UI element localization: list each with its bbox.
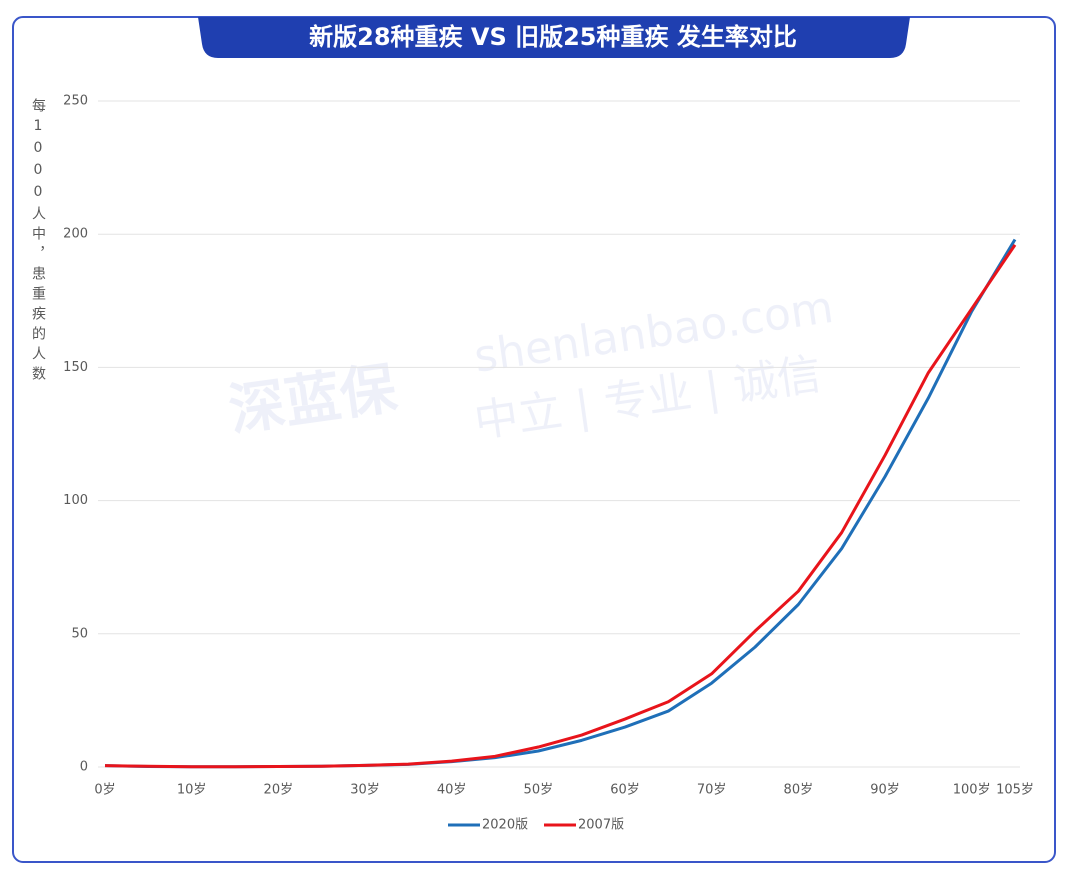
- y-tick-label: 100: [63, 493, 88, 508]
- x-tick-label: 30岁: [350, 783, 380, 798]
- x-tick-label: 90岁: [870, 783, 900, 798]
- y-tick-label: 150: [63, 360, 88, 375]
- y-axis-label: 每1000人中，患重疾的人数: [30, 98, 46, 386]
- legend-label: 2020版: [482, 818, 528, 833]
- x-tick-label: 105岁: [996, 783, 1034, 798]
- x-tick-label: 10岁: [177, 783, 207, 798]
- x-tick-label: 60岁: [610, 783, 640, 798]
- x-tick-label: 70岁: [697, 783, 727, 798]
- x-tick-label: 40岁: [437, 783, 467, 798]
- x-tick-label: 0岁: [94, 783, 115, 798]
- x-tick-label: 20岁: [264, 783, 294, 798]
- line: [104, 244, 1017, 769]
- legend-label: 2007版: [578, 818, 624, 833]
- x-tick-label: 100岁: [953, 783, 991, 798]
- x-tick-label: 80岁: [784, 783, 814, 798]
- y-tick-label: 250: [63, 94, 88, 109]
- title-banner: [198, 17, 910, 58]
- x-tick-label: 50岁: [524, 783, 554, 798]
- plot: 0 50 100 150 200 250 0岁 10岁 20岁 30岁 40岁 50岁 60岁 70岁 80…: [63, 94, 1034, 833]
- y-tick-label: 0: [80, 760, 88, 775]
- y-tick-label: 200: [63, 227, 88, 242]
- chart-title: 新版28种重疾 VS 旧版25种重疾 发生率对比: [309, 23, 797, 51]
- y-tick-label: 50: [71, 626, 88, 641]
